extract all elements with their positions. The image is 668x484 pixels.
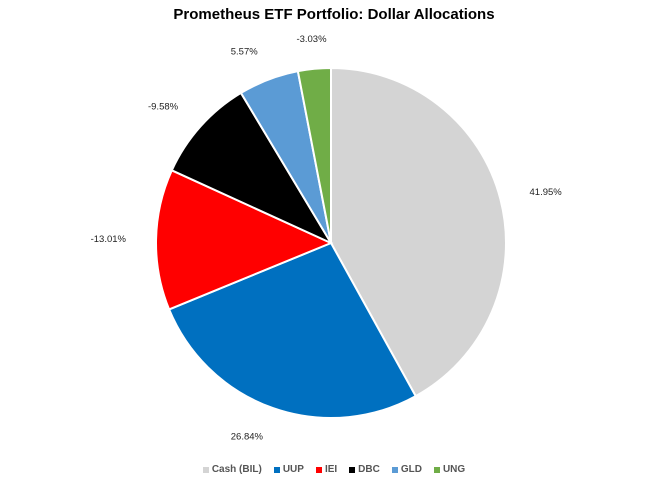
pie-slice-cash-bil [330, 66, 507, 398]
legend-label: UNG [442, 464, 466, 475]
data-label: -9.58% [148, 101, 179, 112]
legend-label: GLD [400, 464, 422, 475]
data-label: 26.84% [231, 431, 264, 442]
legend-item: UNG [433, 464, 466, 475]
legend-swatch [202, 466, 209, 473]
legend-label: UUP [282, 464, 304, 475]
legend-swatch [433, 466, 440, 473]
legend-swatch [315, 466, 322, 473]
legend-swatch [273, 466, 280, 473]
pie-slice-uup [167, 241, 418, 419]
legend-swatch [349, 466, 356, 473]
legend-label: DBC [358, 464, 380, 475]
legend-item: GLD [391, 464, 422, 475]
legend-label: IEI [324, 464, 338, 475]
legend-swatch [391, 466, 398, 473]
pie-slice-ung [296, 66, 332, 244]
pie-slice-dbc [170, 91, 334, 246]
data-label: 41.95% [530, 187, 563, 198]
legend-label: Cash (BIL) [211, 464, 262, 475]
data-label: -3.03% [296, 34, 327, 45]
data-label: 5.57% [231, 47, 258, 58]
legend-item: DBC [349, 464, 380, 475]
pie-slice-iei [155, 168, 334, 311]
legend: Cash (BIL) UUP IEI DBC GLD UNG [0, 464, 668, 475]
data-label: -13.01% [91, 234, 127, 245]
legend-item: Cash (BIL) [202, 464, 262, 475]
legend-item: UUP [273, 464, 304, 475]
chart-title: Prometheus ETF Portfolio: Dollar Allocat… [173, 6, 495, 23]
legend-item: IEI [315, 464, 338, 475]
